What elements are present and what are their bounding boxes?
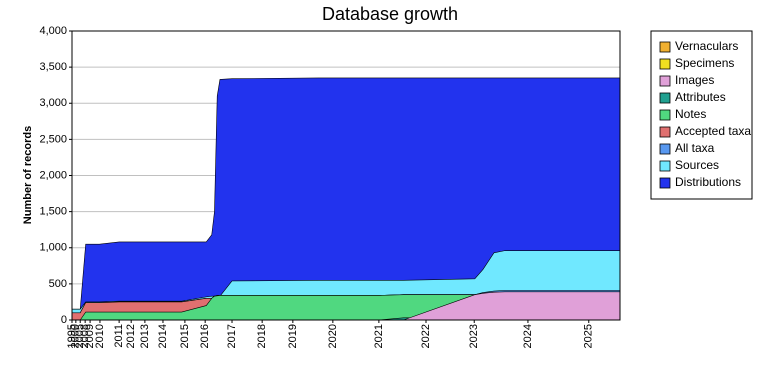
x-tick-label: 1995 [66,324,78,348]
y-tick-label: 3,000 [39,97,67,109]
legend-label: Notes [675,107,706,121]
legend-swatch [659,160,671,172]
y-tick-label: 500 [49,278,67,290]
x-tick-label: 2011 [113,324,125,348]
x-tick-label: 2025 [583,324,595,348]
area-series [71,77,621,321]
plot-border [71,30,621,321]
y-tick-label: 4,000 [39,25,67,37]
legend-label: All taxa [675,141,715,155]
x-tick-label: 2017 [226,324,238,348]
legend-label: Accepted taxa [675,124,751,138]
legend-swatch [659,75,671,87]
y-tick-label: 0 [61,314,67,326]
x-tick-label: 2009 [84,324,96,348]
legend-label: Images [675,73,714,87]
legend-swatch [659,126,671,138]
legend-swatch [659,177,671,189]
legend-swatch [659,41,671,53]
x-tick-label: 2010 [94,324,106,348]
x-tick-label: 2023 [468,324,480,348]
y-tick-label: 1,000 [39,242,67,254]
areas [71,77,621,321]
y-tick-label: 1,500 [39,206,67,218]
legend-swatch [659,58,671,70]
legend-label: Specimens [675,56,734,70]
legend-label: Vernaculars [675,39,738,53]
y-tick-label: 2,500 [39,133,67,145]
x-tick-label: 2018 [256,324,268,348]
legend-swatch [659,92,671,104]
x-tick-label: 2016 [199,324,211,348]
y-tick-label: 3,500 [39,61,67,73]
x-tick-label: 2015 [179,324,191,348]
x-tick-label: 2008 [79,324,91,348]
x-tick-label: 2005 [74,324,86,348]
x-tick-label: 2022 [420,324,432,348]
x-tick-label: 2019 [287,324,299,348]
x-tick-label: 2013 [139,324,151,348]
y-tick-label: 2,000 [39,169,67,181]
legend-swatch [659,109,671,121]
x-tick-label: 2000 [70,324,82,348]
legend-label: Distributions [675,175,741,189]
x-tick-label: 2020 [327,324,339,348]
legend-label: Attributes [675,90,726,104]
y-axis-label: Number of records [22,126,34,224]
x-tick-label: 2021 [373,324,385,348]
legend-swatch [659,143,671,155]
x-tick-label: 2012 [125,324,137,348]
x-tick-label: 2014 [157,324,169,348]
x-tick-label: 2024 [522,324,534,348]
legend-label: Sources [675,158,719,172]
chart-title: Database growth [322,4,458,24]
